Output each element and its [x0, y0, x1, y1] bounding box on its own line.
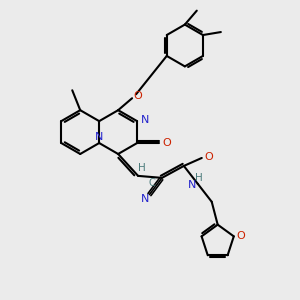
- Text: N: N: [188, 180, 196, 190]
- Text: O: O: [204, 152, 213, 162]
- Text: O: O: [134, 91, 142, 101]
- Text: H: H: [138, 163, 146, 173]
- Text: N: N: [141, 115, 149, 125]
- Text: O: O: [163, 138, 171, 148]
- Text: N: N: [95, 132, 103, 142]
- Text: N: N: [141, 194, 149, 204]
- Text: O: O: [236, 231, 245, 241]
- Text: C: C: [149, 178, 156, 188]
- Text: H: H: [195, 173, 202, 183]
